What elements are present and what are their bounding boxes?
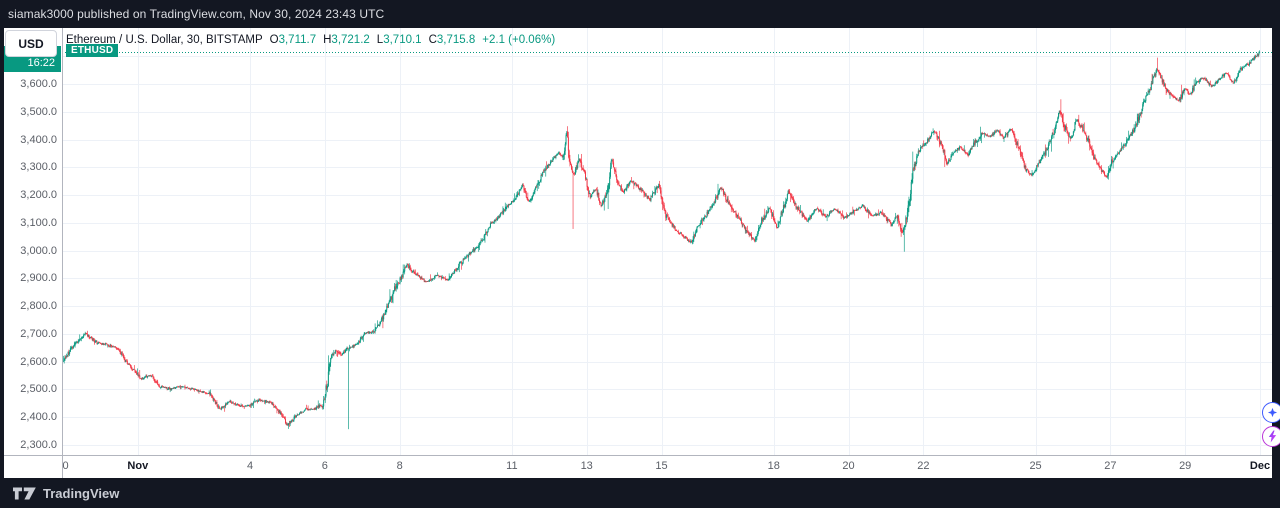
symbol-badge: ETHUSD bbox=[66, 44, 119, 57]
time-tick-label: 18 bbox=[767, 460, 780, 472]
ohlc-open: O3,711.7 bbox=[269, 33, 317, 46]
price-tick-label: 2,500.0 bbox=[20, 383, 57, 396]
time-axis-border bbox=[4, 455, 1272, 456]
time-tick-label: 27 bbox=[1104, 460, 1117, 472]
tradingview-logo-icon bbox=[13, 487, 36, 499]
time-tick-label: 20 bbox=[842, 460, 855, 472]
lightning-icon bbox=[1268, 430, 1277, 443]
sparkle-button[interactable] bbox=[1262, 402, 1280, 423]
price-tick-label: 3,100.0 bbox=[20, 216, 57, 229]
symbol-toolbar: Ethereum / U.S. Dollar, 30, BITSTAMP O3,… bbox=[66, 32, 555, 47]
price-tick-label: 3,400.0 bbox=[20, 133, 57, 146]
price-tick-label: 2,300.0 bbox=[20, 439, 57, 451]
price-tick-label: 3,600.0 bbox=[20, 78, 57, 90]
tradingview-logo[interactable]: TradingView bbox=[13, 486, 119, 501]
candlestick-chart-canvas[interactable] bbox=[62, 28, 1272, 455]
ohlc-high: H3,721.2 bbox=[323, 33, 370, 46]
left-background-band bbox=[0, 28, 4, 478]
time-tick-label: Dec bbox=[1249, 460, 1271, 472]
price-tick-label: 2,800.0 bbox=[20, 300, 57, 313]
price-tick-label: 2,700.0 bbox=[20, 327, 57, 340]
ohlc-close: C3,715.8 bbox=[428, 33, 476, 46]
tradingview-brand-text: TradingView bbox=[43, 485, 120, 501]
price-tick-label: 2,600.0 bbox=[20, 355, 57, 368]
price-tick-label: 2,900.0 bbox=[20, 272, 57, 285]
time-tick-label: 4 bbox=[246, 460, 254, 472]
time-tick-label: Nov bbox=[127, 460, 149, 472]
price-change: +2.1 (+0.06%) bbox=[482, 33, 556, 46]
price-tick-label: 3,300.0 bbox=[20, 161, 57, 174]
price-axis-border bbox=[62, 28, 63, 478]
time-tick-label: 0 bbox=[62, 460, 69, 472]
ohlc-low: L3,710.1 bbox=[376, 33, 422, 46]
symbol-title: Ethereum / U.S. Dollar, 30, BITSTAMP bbox=[66, 33, 263, 46]
time-tick-label: 11 bbox=[506, 460, 518, 472]
price-tick-label: 3,000.0 bbox=[20, 244, 57, 257]
time-tick-label: 25 bbox=[1029, 460, 1042, 472]
right-background-band bbox=[1272, 28, 1280, 478]
boost-button[interactable] bbox=[1262, 426, 1280, 447]
time-tick-label: 8 bbox=[396, 460, 403, 472]
time-tick-label: 29 bbox=[1179, 460, 1192, 472]
publish-header-text: siamak3000 published on TradingView.com,… bbox=[8, 7, 385, 21]
time-tick-label: 22 bbox=[917, 460, 930, 472]
sparkle-icon bbox=[1267, 407, 1278, 418]
price-tick-label: 2,400.0 bbox=[20, 411, 57, 424]
price-tick-label: 3,200.0 bbox=[20, 189, 57, 202]
currency-usd-button[interactable]: USD bbox=[5, 30, 57, 57]
footer-bar: TradingView bbox=[0, 478, 1280, 508]
time-tick-label: 13 bbox=[580, 460, 593, 472]
price-tick-label: 3,500.0 bbox=[20, 105, 57, 118]
time-tick-label: 15 bbox=[655, 460, 668, 472]
publish-header: siamak3000 published on TradingView.com,… bbox=[0, 0, 1280, 28]
time-tick-label: 6 bbox=[321, 460, 328, 472]
